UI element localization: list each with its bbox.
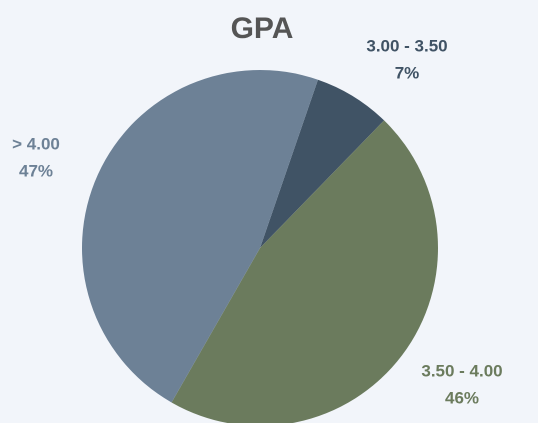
slice-category-label: 3.00 - 3.50	[366, 36, 447, 55]
pie-slice	[171, 120, 438, 423]
slice-category-label: 3.50 - 4.00	[421, 361, 502, 380]
pie-slice	[260, 79, 385, 248]
slice-value-label: 7%	[395, 63, 420, 82]
pie	[81, 69, 438, 423]
slice-value-label: 47%	[19, 161, 53, 180]
chart-title: GPA	[231, 12, 294, 45]
slice-category-label: > 4.00	[12, 134, 60, 153]
slice-value-label: 46%	[445, 388, 479, 407]
pie-slice	[81, 69, 318, 403]
